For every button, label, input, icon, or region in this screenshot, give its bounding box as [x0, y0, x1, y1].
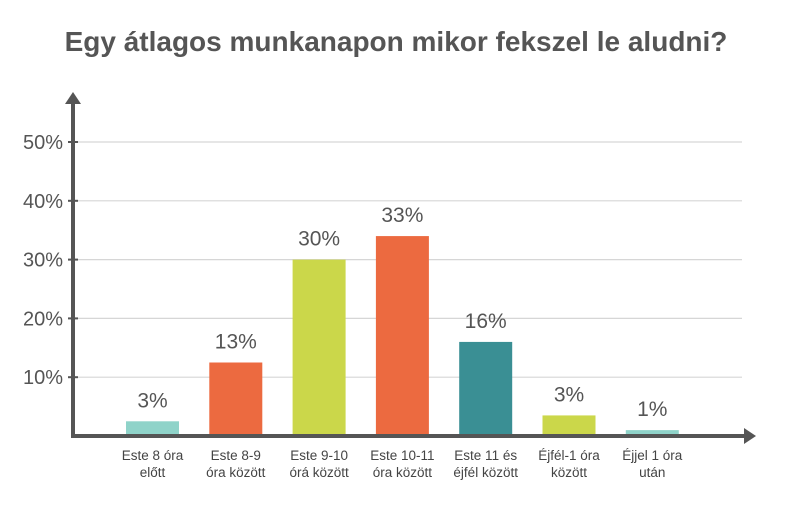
bar: [459, 341, 513, 436]
x-tick-label-line: között: [551, 465, 587, 480]
x-tick-label: Este 8 óra előtt: [122, 448, 184, 480]
data-label: 1%: [637, 398, 667, 421]
y-tick-label: 20%: [23, 308, 63, 330]
y-tick-label: 30%: [23, 250, 63, 272]
bar: [292, 259, 346, 436]
y-tick-label: 50%: [23, 132, 63, 154]
x-tick-label-line: órá között: [289, 465, 349, 480]
data-label: 3%: [137, 389, 167, 412]
bar: [625, 430, 679, 436]
x-tick-label-line: Este 8-9: [211, 448, 261, 463]
y-tick-label: 40%: [23, 191, 63, 213]
x-tick-label-line: előtt: [140, 465, 166, 480]
x-tick-label-line: után: [639, 465, 665, 480]
x-tick-label: Este 10-11 óra között: [370, 448, 434, 480]
chart-title: Egy átlagos munkanapon mikor fekszel le …: [64, 26, 728, 57]
x-axis-arrow: [744, 428, 756, 444]
x-tick-label: Éjfél-1 óra között: [538, 448, 600, 480]
data-label: 3%: [554, 383, 584, 406]
bar: [375, 236, 429, 436]
x-tick-label-line: Este 9-10: [290, 448, 348, 463]
y-tick-label: 10%: [23, 367, 63, 389]
bar: [542, 415, 596, 436]
x-tick-label-line: éjfél között: [453, 465, 518, 480]
x-tick-label-line: óra között: [373, 465, 433, 480]
x-tick-label: Este 8-9 óra között: [206, 448, 266, 480]
data-label: 16%: [465, 310, 507, 333]
x-tick-label-line: óra között: [206, 465, 266, 480]
x-tick-label-line: Este 10-11: [370, 448, 434, 463]
x-tick-label-line: Éjjel 1 óra: [622, 448, 683, 463]
x-tick-label: Este 9-10 órá között: [289, 448, 349, 480]
data-label: 30%: [298, 228, 340, 251]
bar: [209, 362, 263, 436]
x-tick-label-line: Este 8 óra: [122, 448, 184, 463]
data-label: 33%: [381, 204, 423, 227]
x-tick-label-line: Éjfél-1 óra: [538, 448, 600, 463]
bar: [126, 421, 179, 436]
x-tick-label: Éjjel 1 óra után: [622, 448, 683, 480]
x-tick-label-line: Este 11 és: [454, 448, 517, 463]
data-label: 13%: [215, 331, 257, 354]
x-tick-label: Este 11 és éjfél között: [453, 448, 518, 480]
y-axis-arrow: [65, 92, 81, 104]
